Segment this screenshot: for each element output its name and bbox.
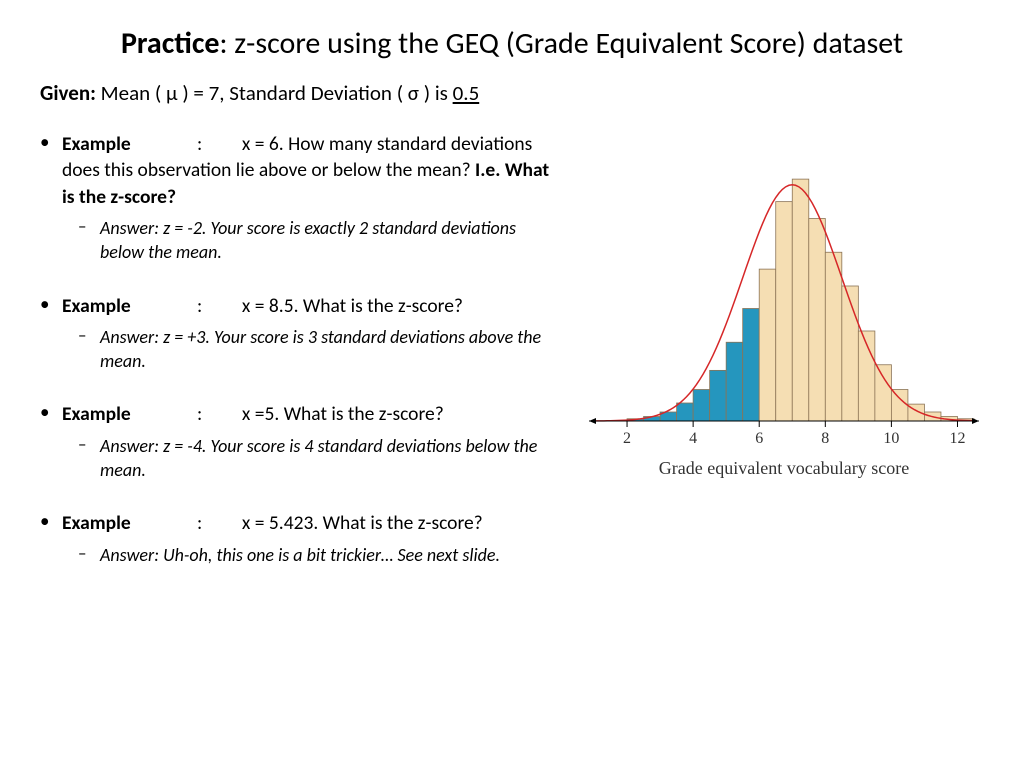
example-item: Example: x = 5.423. What is the z-score?… xyxy=(62,510,564,567)
svg-text:10: 10 xyxy=(883,430,899,447)
svg-text:2: 2 xyxy=(623,430,631,447)
svg-text:8: 8 xyxy=(821,430,829,447)
example-question: Example: x = 5.423. What is the z-score? xyxy=(62,510,564,536)
page-title: Practice: z-score using the GEQ (Grade E… xyxy=(40,25,984,62)
given-text: Mean ( μ ) = 7, Standard Deviation ( σ )… xyxy=(96,80,453,106)
svg-text:12: 12 xyxy=(949,430,965,447)
given-line: Given: Mean ( μ ) = 7, Standard Deviatio… xyxy=(40,80,984,106)
example-item: Example: x = 6. How many standard deviat… xyxy=(62,131,564,265)
chart-column: 2 4 6 8 10 12 Grade equivalent vocabulary sco… xyxy=(584,131,984,595)
example-label: Example xyxy=(62,510,197,536)
example-answer: Answer: z = -4. Your score is 4 standard… xyxy=(100,434,564,483)
example-answer: Answer: z = +3. Your score is 3 standard… xyxy=(100,325,564,374)
example-label: Example xyxy=(62,401,197,427)
svg-text:6: 6 xyxy=(755,430,763,447)
example-answer: Answer: z = -2. Your score is exactly 2 … xyxy=(100,216,564,265)
example-item: Example: x =5. What is the z-score? Answe… xyxy=(62,401,564,482)
example-answer: Answer: Uh-oh, this one is a bit trickie… xyxy=(100,543,564,567)
svg-text:4: 4 xyxy=(689,430,697,447)
given-label: Given: xyxy=(40,80,96,106)
examples-column: Example: x = 6. How many standard deviat… xyxy=(40,131,564,595)
given-underline: 0.5 xyxy=(453,80,480,106)
example-item: Example: x = 8.5. What is the z-score? An… xyxy=(62,293,564,374)
example-label: Example xyxy=(62,131,197,157)
chart-xlabel: Grade equivalent vocabulary score xyxy=(584,458,984,479)
example-label: Example xyxy=(62,293,197,319)
title-bold: Practice xyxy=(121,25,220,62)
histogram-chart: 2 4 6 8 10 12 xyxy=(584,141,984,451)
title-rest: : z-score using the GEQ (Grade Equivalen… xyxy=(220,25,904,62)
example-question: Example: x = 6. How many standard deviat… xyxy=(62,131,564,210)
example-question: Example: x = 8.5. What is the z-score? xyxy=(62,293,564,319)
example-question: Example: x =5. What is the z-score? xyxy=(62,401,564,427)
